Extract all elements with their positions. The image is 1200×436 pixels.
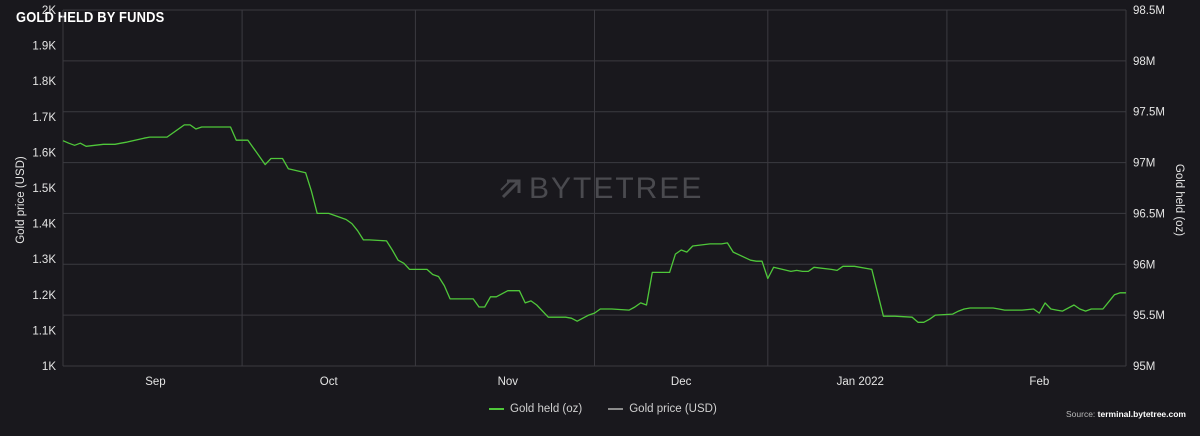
x-tick-label: Jan 2022 — [837, 376, 884, 388]
y-right-tick-label: 96.5M — [1133, 208, 1165, 220]
source-link[interactable]: terminal.bytetree.com — [1097, 409, 1186, 419]
legend-label-gold-price: Gold price (USD) — [629, 403, 717, 415]
source-note: Source: terminal.bytetree.com — [1066, 409, 1186, 419]
x-tick-label: Oct — [320, 376, 339, 388]
x-axis-ticks: Sep Oct Nov Dec Jan 2022 Feb — [145, 376, 1049, 388]
legend-label-gold-held: Gold held (oz) — [510, 403, 583, 415]
y-right-tick-label: 97M — [1133, 158, 1155, 170]
x-tick-label: Dec — [671, 376, 692, 388]
y-left-tick-label: 2K — [42, 5, 56, 17]
y-left-tick-label: 1.8K — [32, 76, 56, 88]
y-left-tick-label: 1.3K — [32, 254, 56, 266]
x-tick-label: Feb — [1029, 376, 1049, 388]
y-right-tick-label: 98M — [1133, 56, 1155, 68]
y-right-ticks: 95M 95.5M 96M 96.5M 97M 97.5M 98M 98.5M — [1133, 5, 1165, 373]
watermark-text: BYTETREE — [529, 172, 703, 205]
y-left-tick-label: 1.9K — [32, 41, 56, 53]
legend-item-gold-price[interactable]: Gold price (USD) — [608, 403, 717, 415]
y-left-tick-label: 1.2K — [32, 290, 56, 302]
legend-item-gold-held[interactable]: Gold held (oz) — [489, 403, 582, 415]
y-left-tick-label: 1.6K — [32, 147, 56, 159]
series-gold-held — [62, 124, 1126, 323]
x-tick-label: Sep — [145, 376, 165, 388]
chart-title: GOLD HELD BY FUNDS — [16, 9, 165, 26]
y-left-axis-title: Gold price (USD) — [15, 156, 27, 244]
y-right-tick-label: 95M — [1133, 361, 1155, 373]
y-left-tick-label: 1K — [42, 361, 56, 373]
y-left-ticks: 1K 1.1K 1.2K 1.3K 1.4K 1.5K 1.6K 1.7K 1.8K 1.9K 2K — [32, 5, 56, 373]
legend-swatch-gold-held — [489, 408, 504, 410]
y-right-tick-label: 98.5M — [1133, 5, 1165, 17]
y-right-axis-title: Gold held (oz) — [1173, 164, 1185, 236]
y-left-tick-label: 1.7K — [32, 112, 56, 124]
watermark-logo-icon — [500, 179, 521, 199]
chart-legend: Gold held (oz) Gold price (USD) — [489, 403, 743, 415]
legend-swatch-gold-price — [608, 408, 624, 410]
plot-frame — [62, 10, 1127, 367]
y-right-tick-label: 97.5M — [1133, 107, 1165, 119]
y-left-tick-label: 1.1K — [32, 325, 56, 337]
source-label: Source: — [1065, 409, 1096, 419]
x-tick-label: Nov — [498, 376, 519, 388]
y-right-tick-label: 95.5M — [1133, 310, 1165, 322]
y-left-tick-label: 1.5K — [32, 183, 56, 195]
y-left-tick-label: 1.4K — [32, 219, 56, 231]
y-right-tick-label: 96M — [1133, 259, 1155, 271]
series-line-gold-held — [62, 124, 1126, 323]
